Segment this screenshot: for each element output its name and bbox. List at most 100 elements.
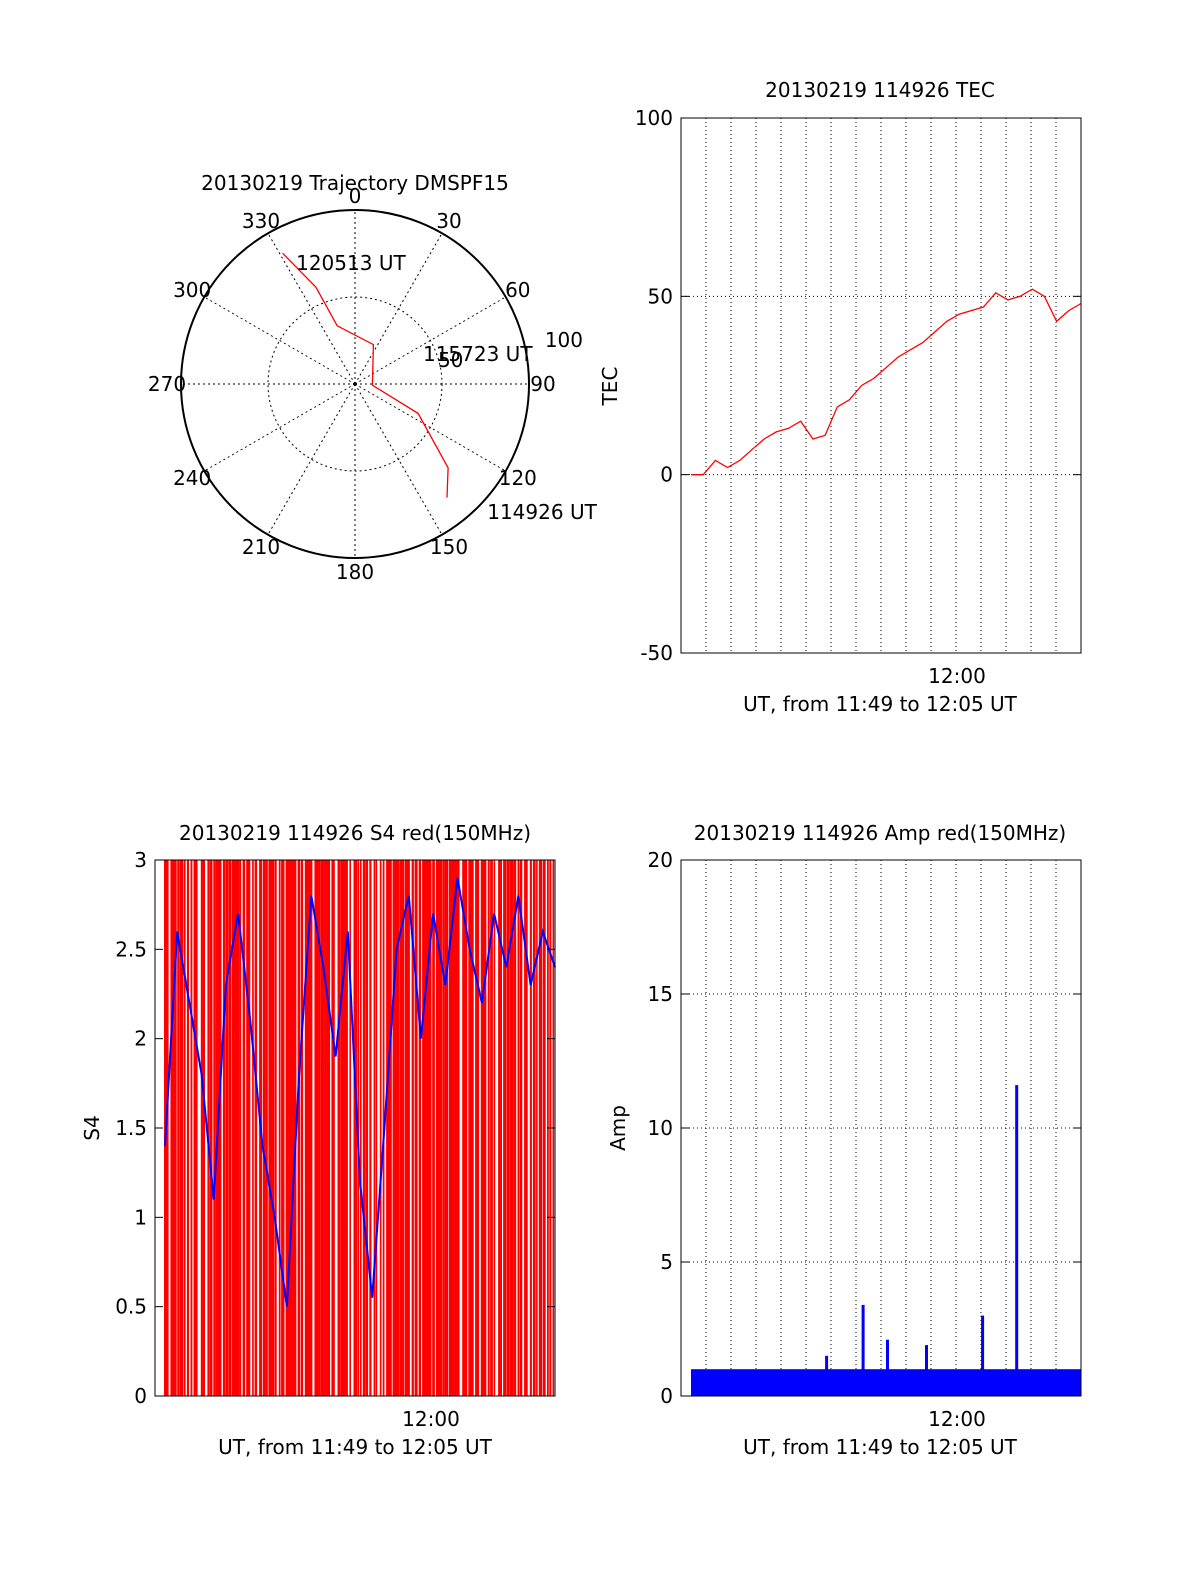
amp-series: [691, 1085, 1081, 1396]
s4-red-bar: [418, 860, 422, 1396]
amp-spike: [825, 1355, 829, 1396]
s4-red-bar: [388, 860, 392, 1396]
ytick-label: 15: [648, 982, 673, 1006]
amp-chart: 20130219 114926 Amp red(150MHz) Amp 12:0…: [606, 821, 1082, 1459]
ytick-label: 0: [134, 1384, 147, 1408]
s4-red-bar: [519, 860, 523, 1396]
s4-red-bar: [254, 860, 258, 1396]
s4-red-bar: [509, 860, 514, 1396]
tec-ylabel: TEC: [598, 367, 622, 407]
amp-spike: [981, 1315, 985, 1396]
polar-angle-label: 90: [530, 372, 555, 396]
s4-red-bar: [179, 860, 184, 1396]
tec-title: 20130219 114926 TEC: [765, 78, 995, 102]
s4-red-bar: [353, 860, 358, 1396]
amp-grid: [681, 860, 1081, 1396]
s4-red-bar: [324, 860, 327, 1396]
s4-red-bar: [346, 860, 348, 1396]
s4-red-bar: [490, 860, 493, 1396]
ytick-label: 3: [134, 848, 147, 872]
trajectory-polar-chart: 20130219 Trajectory DMSPF15 0 30 60 90 120 15…: [148, 171, 598, 584]
polar-spoke: [354, 383, 443, 535]
s4-red-bar: [373, 860, 376, 1396]
amp-spike: [925, 1345, 928, 1396]
s4-red-bar: [468, 860, 472, 1396]
s4-red-bar: [524, 860, 527, 1396]
s4-yticks: 3 2.5 2 1.5 1 0.5 0: [115, 848, 555, 1408]
polar-radius-label: 50: [438, 348, 463, 372]
s4-red-bar: [529, 860, 532, 1396]
s4-red-bar: [422, 860, 426, 1396]
s4-red-bar: [231, 860, 236, 1396]
s4-red-bar: [326, 860, 331, 1396]
amp-yticks: 20 15 10 5 0: [648, 848, 1081, 1408]
s4-red-bar: [513, 860, 517, 1396]
tec-frame: [680, 117, 1082, 654]
s4-red-bar: [166, 860, 169, 1396]
polar-angle-labels: 0 30 60 90 120 150 180 210 240 270 300 330 50 100: [148, 184, 583, 584]
s4-red-bar: [532, 860, 536, 1396]
s4-red-bar: [248, 860, 251, 1396]
s4-red-bars: [164, 860, 555, 1396]
s4-red-bar: [506, 860, 510, 1396]
s4-red-bar: [242, 860, 246, 1396]
s4-red-bar: [455, 860, 459, 1396]
s4-red-bar: [525, 860, 528, 1396]
s4-red-bar: [427, 860, 432, 1396]
s4-red-bar: [414, 860, 418, 1396]
tec-chart: 20130219 114926 TEC TEC 12:00 UT, from 1…: [598, 78, 1082, 716]
trajectory-annotation: 120513 UT: [296, 251, 406, 275]
polar-spoke: [204, 383, 356, 472]
s4-red-bar: [207, 860, 210, 1396]
s4-red-bar: [362, 860, 366, 1396]
ytick-label: 0: [660, 1384, 673, 1408]
s4-red-bar: [289, 860, 293, 1396]
s4-red-bar: [375, 860, 378, 1396]
polar-angle-label: 60: [505, 278, 530, 302]
s4-red-bar: [274, 860, 277, 1396]
s4-red-bar: [190, 860, 193, 1396]
s4-red-bar: [196, 860, 198, 1396]
s4-red-bar: [438, 860, 443, 1396]
ytick-label: 10: [648, 1116, 673, 1140]
polar-spoke: [354, 383, 506, 472]
s4-red-bar: [462, 860, 466, 1396]
s4-red-bar: [349, 860, 351, 1396]
s4-red-bar: [222, 860, 226, 1396]
polar-angle-label: 210: [242, 535, 280, 559]
s4-ylabel: S4: [80, 1115, 104, 1140]
s4-red-bar: [262, 860, 266, 1396]
s4-xtick-label: 12:00: [402, 1407, 460, 1431]
s4-red-bar: [425, 860, 428, 1396]
s4-red-bar: [392, 860, 396, 1396]
s4-red-bar: [435, 860, 440, 1396]
amp-spike: [1015, 1085, 1019, 1396]
ytick-label: -50: [640, 641, 673, 665]
s4-red-bar: [451, 860, 456, 1396]
s4-red-bar: [464, 860, 468, 1396]
s4-red-bar: [331, 860, 334, 1396]
s4-red-bar: [202, 860, 205, 1396]
polar-angle-label: 180: [336, 560, 374, 584]
s4-red-bar: [271, 860, 275, 1396]
polar-angle-label: 150: [430, 535, 468, 559]
s4-red-bar: [538, 860, 543, 1396]
tec-yticks: 100 50 0 -50: [635, 106, 1081, 665]
tec-grid: [681, 118, 1081, 653]
s4-red-bar: [386, 860, 389, 1396]
ytick-label: 0: [660, 463, 673, 487]
s4-red-bar: [213, 860, 216, 1396]
amp-spike: [886, 1339, 889, 1396]
s4-red-bar: [493, 860, 496, 1396]
tec-xlabel: UT, from 11:49 to 12:05 UT: [743, 692, 1018, 716]
amp-title: 20130219 114926 Amp red(150MHz): [694, 821, 1066, 845]
s4-red-bar: [487, 860, 490, 1396]
ytick-label: 20: [648, 848, 673, 872]
s4-red-bar: [536, 860, 538, 1396]
polar-angle-label: 270: [148, 372, 186, 396]
trajectory-line: [282, 252, 449, 498]
s4-red-bar: [291, 860, 295, 1396]
s4-chart: 20130219 114926 S4 red(150MHz) S4 12:00 …: [80, 821, 556, 1459]
polar-angle-label: 300: [173, 278, 211, 302]
